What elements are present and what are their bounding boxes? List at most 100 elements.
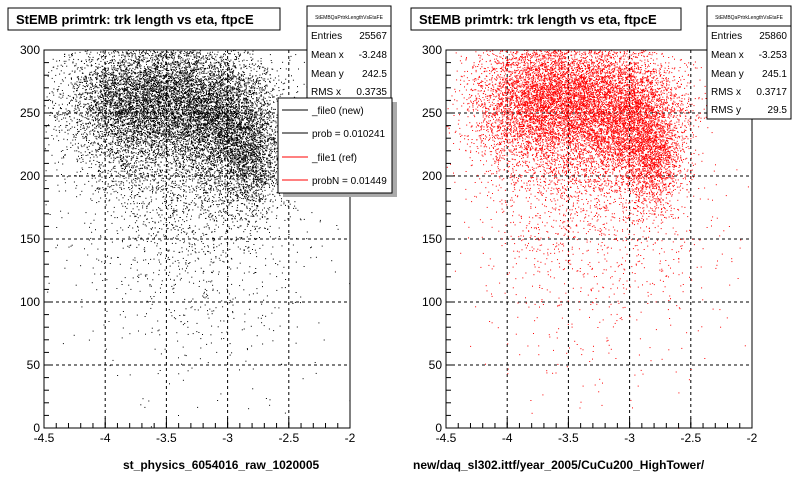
left-scatter-point xyxy=(242,71,244,73)
left-scatter-point xyxy=(228,67,230,68)
left-scatter-point xyxy=(145,103,147,105)
left-scatter-point xyxy=(203,91,205,93)
left-scatter-point xyxy=(155,91,157,93)
left-scatter-point xyxy=(163,85,165,87)
left-scatter-point xyxy=(90,65,92,67)
left-scatter-point xyxy=(150,51,152,53)
left-scatter-point xyxy=(180,101,182,103)
left-scatter-point xyxy=(95,107,97,109)
left-scatter-point xyxy=(150,111,151,113)
left-scatter-point xyxy=(176,129,178,131)
left-scatter-point xyxy=(181,57,183,58)
left-scatter-point xyxy=(163,133,165,134)
left-scatter-point xyxy=(168,63,170,65)
left-scatter-point xyxy=(251,95,252,97)
left-scatter-point xyxy=(167,116,169,118)
left-scatter-point xyxy=(145,71,147,73)
left-scatter-point xyxy=(236,58,237,60)
left-scatter-point xyxy=(156,120,158,122)
left-scatter-point xyxy=(135,61,137,63)
left-scatter-point xyxy=(144,100,146,101)
left-scatter-point xyxy=(183,96,185,98)
left-scatter-point xyxy=(145,52,147,54)
left-scatter-point xyxy=(167,166,169,168)
left-scatter-point xyxy=(174,144,176,146)
left-scatter-point xyxy=(127,102,129,104)
left-scatter-point xyxy=(119,99,121,101)
left-scatter-point xyxy=(189,77,191,79)
left-scatter-point xyxy=(209,66,210,68)
left-scatter-point xyxy=(90,78,92,80)
left-scatter-point xyxy=(229,103,231,105)
left-scatter-point xyxy=(149,79,151,81)
left-scatter-point xyxy=(142,160,144,162)
left-scatter-point xyxy=(217,85,219,87)
left-scatter-point xyxy=(189,172,191,174)
left-scatter-point xyxy=(74,126,76,128)
left-scatter-point xyxy=(161,120,162,122)
left-scatter-point xyxy=(189,62,190,64)
left-scatter-point xyxy=(204,69,206,71)
left-scatter-point xyxy=(164,55,166,57)
left-scatter-point xyxy=(218,61,220,63)
left-scatter-point xyxy=(48,107,49,109)
left-scatter-point xyxy=(169,124,170,126)
left-scatter-point xyxy=(120,82,122,84)
left-scatter-point xyxy=(167,79,169,81)
left-scatter-point xyxy=(135,170,137,172)
left-scatter-point xyxy=(177,157,179,159)
left-scatter-point xyxy=(140,97,142,99)
left-scatter-point xyxy=(191,106,193,108)
left-scatter-point xyxy=(91,59,93,61)
left-scatter-point xyxy=(176,71,178,73)
left-scatter-point xyxy=(203,69,205,71)
left-scatter-point xyxy=(52,92,54,94)
left-scatter-point xyxy=(147,78,149,79)
left-scatter-point xyxy=(109,119,111,121)
left-scatter-point xyxy=(186,139,188,141)
left-scatter-point xyxy=(210,73,211,75)
left-scatter-point xyxy=(151,100,153,102)
left-scatter-point xyxy=(112,121,114,123)
left-scatter-point xyxy=(190,152,192,154)
left-scatter-point xyxy=(164,115,166,117)
left-scatter-point xyxy=(201,83,203,85)
left-scatter-point xyxy=(119,102,121,104)
left-scatter-point xyxy=(189,102,191,104)
left-scatter-point xyxy=(178,103,180,104)
left-scatter-point xyxy=(155,84,156,85)
left-scatter-point xyxy=(101,81,103,83)
left-scatter-point xyxy=(111,143,113,145)
left-scatter-point xyxy=(144,94,146,96)
left-scatter-point xyxy=(147,65,149,67)
left-scatter-point xyxy=(137,89,139,91)
left-scatter-point xyxy=(229,182,231,184)
left-scatter-point xyxy=(148,118,150,120)
left-scatter-point xyxy=(181,119,183,120)
left-scatter-point xyxy=(114,69,116,71)
left-scatter-point xyxy=(120,143,121,145)
left-scatter-point xyxy=(139,77,141,79)
left-scatter-point xyxy=(201,86,203,88)
left-scatter-point xyxy=(145,141,147,143)
left-scatter-point xyxy=(166,73,168,75)
left-scatter-point xyxy=(197,155,199,156)
left-scatter-point xyxy=(247,78,249,79)
left-scatter-point xyxy=(161,96,163,98)
left-scatter-point xyxy=(203,58,205,60)
left-scatter-point xyxy=(194,115,196,117)
left-scatter-point xyxy=(73,117,75,119)
left-scatter-point xyxy=(224,87,225,89)
left-scatter-point xyxy=(186,113,188,115)
left-scatter-point xyxy=(179,161,181,163)
left-scatter-point xyxy=(160,140,161,141)
left-scatter-point xyxy=(200,84,202,86)
left-scatter-point xyxy=(126,160,128,162)
left-scatter-point xyxy=(196,106,198,108)
left-scatter-point xyxy=(90,167,92,168)
left-scatter-point xyxy=(249,109,251,111)
left-scatter-point xyxy=(170,120,172,122)
left-scatter-point xyxy=(264,103,266,105)
left-scatter-point xyxy=(80,67,82,69)
left-scatter-point xyxy=(171,77,173,79)
